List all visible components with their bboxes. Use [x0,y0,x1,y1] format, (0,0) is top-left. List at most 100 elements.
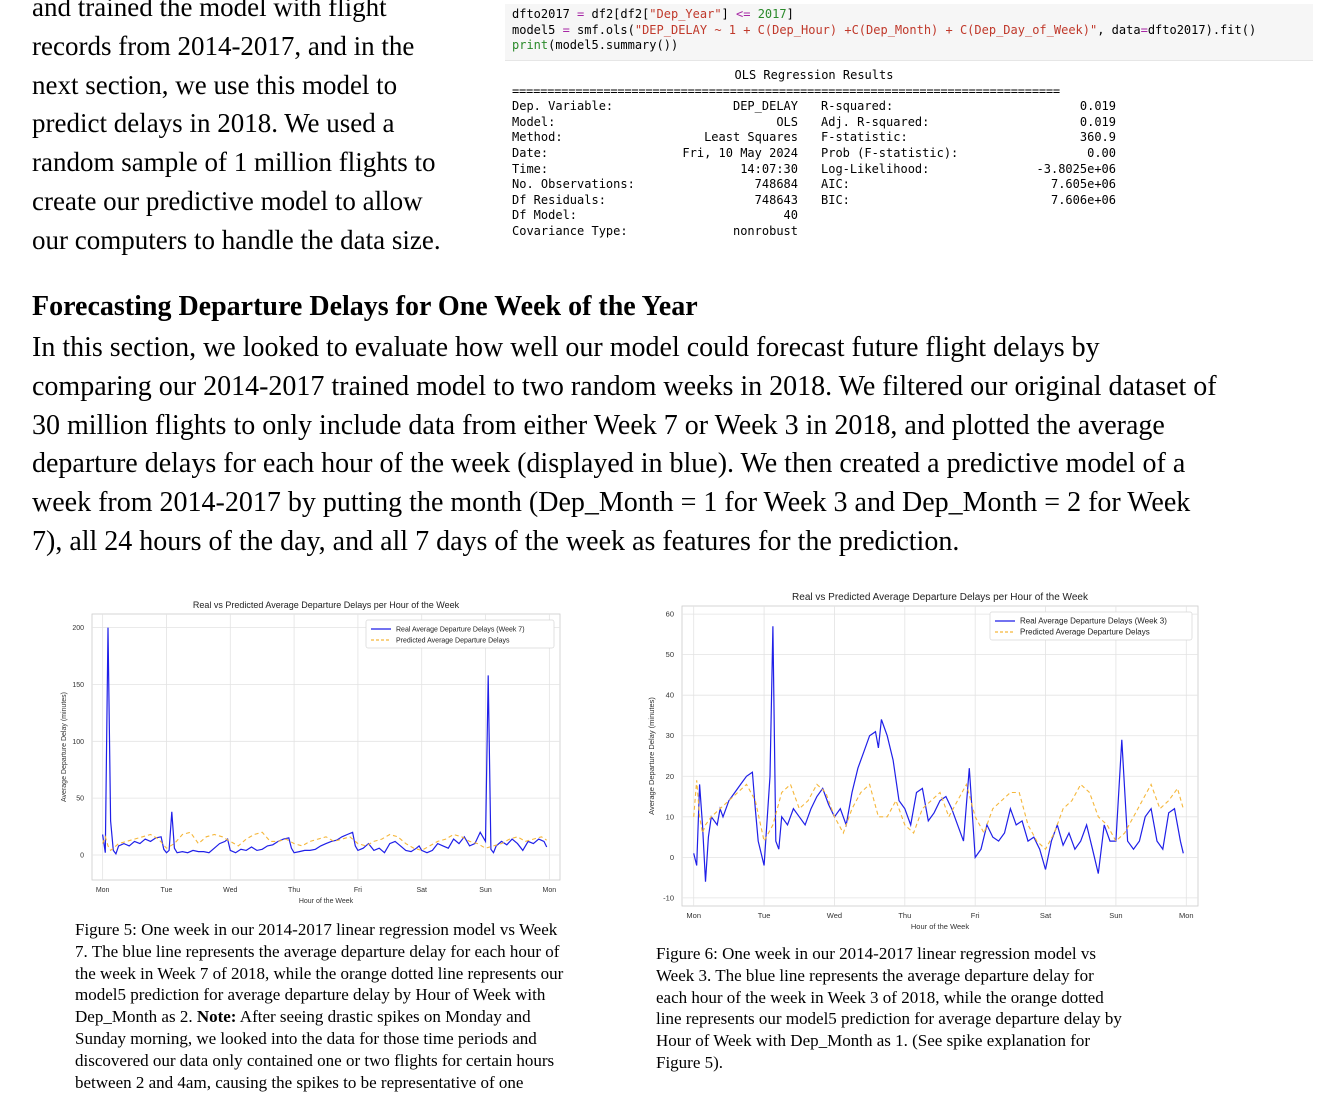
body-line: week from 2014-2017 by putting the month… [32,487,1191,519]
y-tick-label: -10 [663,893,674,902]
y-tick-label: 30 [666,731,674,740]
figure-5-caption: Figure 5: One week in our 2014-2017 line… [75,919,563,1093]
caption-line: Figure 5: One week in our 2014-2017 line… [75,920,558,939]
x-tick-label: Thu [288,887,300,894]
ols-row: Model: OLS Adj. R-squared: 0.019 [512,115,1116,131]
code-cell: dfto2017 = df2[df2["Dep_Year"] <= 2017] … [505,4,1313,61]
y-axis-label: Average Departure Delay (minutes) [647,697,656,815]
y-tick-label: 0 [80,852,84,859]
ols-row: Df Model: 40 [512,208,1116,224]
ols-cell-l1: Df Residuals: [512,192,606,207]
ols-cell-v2: 0.019 [1079,114,1116,129]
x-tick-label: Tue [758,911,771,920]
x-tick-label: Mon [686,911,701,920]
intro-line: next section, we use this model to [32,69,398,100]
ols-title: OLS Regression Results [734,68,894,82]
legend-box [365,619,555,649]
y-tick-label: 150 [72,682,84,689]
legend-box [989,611,1193,641]
caption-line: 7. The blue line represents the average … [75,941,560,961]
ols-row: Time: 14:07:30 Log-Likelihood: -3.8025e+06 [512,162,1116,178]
intro-line: records from 2014-2017, and in the [32,30,415,61]
y-tick-label: 0 [670,853,674,862]
ols-cell-v2: 7.605e+06 [1050,177,1116,192]
ols-summary: OLS Regression Results =================… [512,68,1116,240]
caption-line: model5 prediction for average departure … [75,985,546,1005]
x-tick-label: Fri [354,887,363,894]
x-axis-label: Hour of the Week [911,922,969,931]
legend-label: Predicted Average Departure Delays [1020,628,1150,637]
body-line: comparing our 2014-2017 trained model to… [32,370,1217,402]
ols-cell-l2: Log-Likelihood: [821,161,930,176]
chart-title: Real vs Predicted Average Departure Dela… [792,592,1089,603]
chart-title: Real vs Predicted Average Departure Dela… [193,600,460,610]
ols-cell-v2: -3.8025e+06 [1036,161,1116,176]
ols-cell-v1: Least Squares [704,130,798,145]
ols-cell-v1: 40 [783,208,798,223]
ols-cell-l2: BIC: [821,192,850,207]
x-tick-label: Mon [96,887,110,894]
x-tick-label: Tue [161,887,173,894]
intro-line: random sample of 1 million flights to [32,147,436,178]
x-tick-label: Sat [416,887,427,894]
code-block: dfto2017 = df2[df2["Dep_Year"] <= 2017] … [512,7,1256,54]
chart-svg: Mon Tue Wed Thu Fri Sat Sun Mon -10 0 10 20 30 40 50 60… [647,592,1199,931]
ols-cell-v1: DEP_DELAY [732,99,798,114]
ols-cell-l2: AIC: [821,177,850,192]
caption-line: between 2 and 4am, causing the spikes to… [75,1072,524,1092]
x-tick-label: Sun [1109,911,1122,920]
ols-row: Date: Fri, 10 May 2024 Prob (F-statistic):… [512,146,1116,162]
figure-6-chart: Mon Tue Wed Thu Fri Sat Sun Mon -10 0 10 20 30 40 50 60… [640,582,1200,934]
ols-row: Covariance Type: nonrobust [512,224,1116,240]
y-tick-label: 10 [666,812,674,821]
ols-cell-l1: Df Model: [512,208,578,223]
note-label: Note: [196,1007,237,1027]
predicted-delay-line [693,780,1184,851]
x-tick-label: Wed [827,911,842,920]
code-line: print(model5.summary()) [512,38,679,53]
legend-label: Predicted Average Departure Delays [396,638,510,645]
ols-cell-l1: Time: [512,161,549,176]
y-axis-label: Average Departure Delay (minutes) [61,692,68,802]
x-tick-label: Sun [479,887,492,894]
x-tick-label: Mon [1179,911,1194,920]
ols-cell-v1: OLS [776,114,798,129]
x-axis-label: Hour of the Week [299,898,354,905]
body-line: 30 million flights to only include data … [32,409,1165,441]
ols-cell-l2: R-squared: [821,99,894,114]
body-line: In this section, we looked to evaluate h… [32,332,1100,363]
code-line: model5 = smf.ols("DEP_DELAY ~ 1 + C(Dep_… [512,22,1257,37]
y-tick-label: 50 [76,796,84,803]
ols-cell-v1: nonrobust [732,223,798,238]
x-tick-label: Fri [971,911,980,920]
ols-cell-v2: 0.019 [1079,99,1116,114]
ols-cell-v1: 748643 [754,192,798,207]
body-line: departure delays for each hour of the we… [32,448,1186,480]
y-tick-label: 200 [72,625,84,632]
intro-paragraph: and trained the model with flight record… [32,0,492,260]
caption-line: discovered our data only contained one o… [75,1050,555,1070]
caption-line: each hour of the week in Week 3 of 2018,… [656,987,1104,1007]
caption-line: Figure 6: One week in our 2014-2017 line… [656,944,1097,963]
ols-cell-v1: Fri, 10 May 2024 [682,145,798,160]
x-tick-label: Sat [1040,911,1052,920]
ols-cell-v1: 748684 [754,177,798,192]
y-tick-label: 60 [666,610,674,619]
ols-cell-l1: Date: [512,145,549,160]
ols-row: No. Observations: 748684 AIC: 7.605e+06 [512,177,1116,193]
ols-cell-l1: Method: [512,130,563,145]
caption-line: line represents our model5 prediction fo… [656,1009,1122,1029]
code-line: dfto2017 = df2[df2["Dep_Year"] <= 2017] [512,7,794,21]
x-tick-label: Thu [898,911,911,920]
caption-line: Week 3. The blue line represents the ave… [656,965,1094,985]
caption-line: Dep_Month as 2. Note: After seeing drast… [75,1007,531,1027]
real-delay-line [693,626,1184,882]
ols-cell-v2: 7.606e+06 [1050,192,1116,207]
ols-cell-l1: Covariance Type: [512,223,628,238]
real-delay-line [102,627,548,856]
section-body: In this section, we looked to evaluate h… [32,329,1292,562]
intro-line: predict delays in 2018. We used a [32,108,395,139]
predicted-delay-line [102,831,547,852]
caption-line: Sunday morning, we looked into the data … [75,1028,537,1048]
y-tick-label: 20 [666,772,674,781]
